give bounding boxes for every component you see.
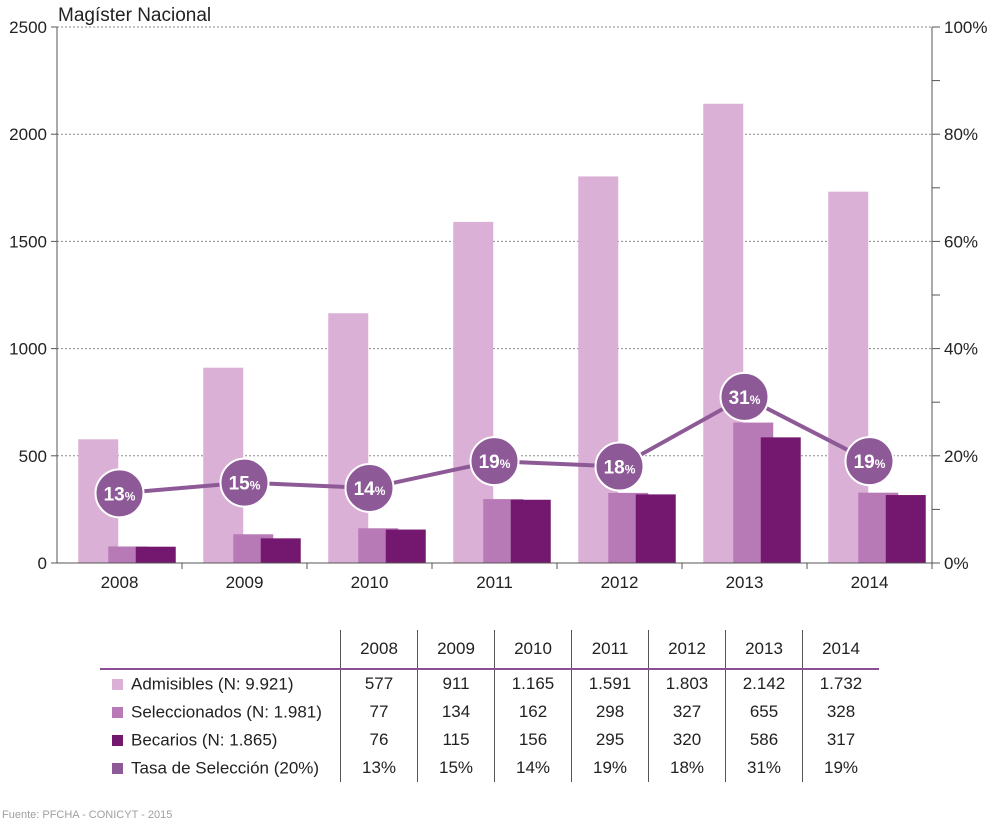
table-row-label: Tasa de Selección (20%) (100, 754, 341, 782)
y-tick-label: 1000 (9, 340, 47, 359)
table-header-cell: 2009 (417, 630, 495, 670)
y-tick-label: 2500 (9, 18, 47, 37)
table-header-cell: 2013 (725, 630, 803, 670)
table-row: Becarios (N: 1.865) 76 115 156 295 320 5… (100, 726, 879, 754)
table-cell: 15% (417, 754, 495, 782)
y2-tick-label: 60% (944, 232, 978, 251)
selection-rate-point (219, 457, 270, 508)
y2-tick-label: 40% (944, 340, 978, 359)
table-cell: 134 (417, 698, 495, 726)
selection-rate-label: 18% (604, 458, 636, 479)
table-header-cell: 2008 (340, 630, 418, 670)
selection-rate-line: 13% 15% 14% 19% 18% 31% 19% (94, 371, 895, 519)
selection-rate-point (94, 468, 145, 519)
table-cell: 19% (571, 754, 649, 782)
table-cell: 14% (494, 754, 572, 782)
selection-rate-label: 19% (479, 452, 511, 473)
legend-swatch-becarios (112, 734, 123, 746)
table-cell: 18% (648, 754, 726, 782)
y-tick-label: 1500 (9, 232, 47, 251)
table-header-cell: 2010 (494, 630, 572, 670)
selection-rate-label: 13% (104, 484, 136, 505)
bar-becarios (885, 495, 926, 563)
table-cell: 2.142 (725, 669, 803, 698)
table-cell: 156 (494, 726, 572, 754)
selection-rate-label: 15% (229, 474, 261, 495)
data-table: 2008 2009 2010 2011 2012 2013 2014 Admis… (100, 630, 879, 782)
table-cell: 655 (725, 698, 803, 726)
selection-rate-label: 14% (354, 479, 386, 500)
selection-rate-point (719, 371, 770, 422)
x-tick-label: 2010 (351, 573, 389, 592)
table-cell: 76 (340, 726, 418, 754)
selection-rate-point (469, 436, 520, 487)
table-cell: 586 (725, 726, 803, 754)
table-cell: 295 (571, 726, 649, 754)
x-tick-label: 2012 (601, 573, 639, 592)
table-cell: 13% (340, 754, 418, 782)
table-cell: 327 (648, 698, 726, 726)
selection-rate-point (594, 441, 645, 492)
table-cell: 115 (417, 726, 495, 754)
table-cell: 1.165 (494, 669, 572, 698)
selection-rate-point (344, 462, 395, 513)
bars (78, 103, 926, 564)
y-tick-label: 500 (19, 447, 47, 466)
table-cell: 911 (417, 669, 495, 698)
y-tick-label: 2000 (9, 125, 47, 144)
chart-title: Magíster Nacional (58, 5, 211, 26)
bar-becarios (385, 529, 426, 563)
bar-becarios (760, 437, 801, 563)
table-cell: 31% (725, 754, 803, 782)
table-cell: 77 (340, 698, 418, 726)
table-cell: 1.732 (802, 669, 879, 698)
table-row-label: Admisibles (N: 9.921) (100, 669, 341, 698)
x-tick-label: 2014 (851, 573, 889, 592)
legend-swatch-seleccionados (112, 706, 123, 718)
table-cell: 19% (802, 754, 879, 782)
table-row: Tasa de Selección (20%) 13% 15% 14% 19% … (100, 754, 879, 782)
bar-becarios (635, 494, 676, 563)
x-tick-label: 2009 (226, 573, 264, 592)
bar-admisibles (328, 313, 369, 563)
table-corner (100, 630, 341, 670)
x-tick-label: 2013 (726, 573, 764, 592)
y-tick-label: 0 (38, 554, 47, 573)
table-header-cell: 2014 (802, 630, 879, 670)
selection-rate-point (844, 436, 895, 487)
y2-tick-label: 0% (944, 554, 969, 573)
table-header-row: 2008 2009 2010 2011 2012 2013 2014 (100, 630, 879, 670)
table-header-cell: 2011 (571, 630, 649, 670)
bar-becarios (510, 499, 551, 563)
legend-swatch-admisibles (112, 678, 123, 690)
selection-rate-label: 31% (729, 388, 761, 409)
source-note: Fuente: PFCHA - CONICYT - 2015 (2, 809, 173, 821)
table-row-label: Seleccionados (N: 1.981) (100, 698, 341, 726)
table-cell: 298 (571, 698, 649, 726)
table-cell: 320 (648, 726, 726, 754)
x-tick-label: 2008 (101, 573, 139, 592)
y2-tick-label: 20% (944, 447, 978, 466)
bar-becarios (135, 546, 176, 563)
table-row: Seleccionados (N: 1.981) 77 134 162 298 … (100, 698, 879, 726)
x-tick-label: 2011 (476, 573, 513, 592)
table-row-label: Becarios (N: 1.865) (100, 726, 341, 754)
y2-tick-label: 80% (944, 125, 978, 144)
bar-becarios (260, 538, 301, 563)
y2-tick-label: 100% (944, 18, 987, 37)
axes: 0 500 1000 1500 2000 2500 0% 20% 40% 60% 80% 100% 20… (9, 18, 987, 592)
selection-rate-label: 19% (854, 452, 886, 473)
table-cell: 317 (802, 726, 879, 754)
grid (57, 26, 932, 457)
table-cell: 1.591 (571, 669, 649, 698)
chart: Magíster Nacional 13%15% 14%19% 18%31%19% … (9, 5, 987, 592)
table-cell: 328 (802, 698, 879, 726)
table-header-cell: 2012 (648, 630, 726, 670)
table-cell: 1.803 (648, 669, 726, 698)
legend-swatch-tasa (112, 762, 123, 774)
table-cell: 162 (494, 698, 572, 726)
table-cell: 577 (340, 669, 418, 698)
table-row: Admisibles (N: 9.921) 577 911 1.165 1.59… (100, 669, 879, 698)
